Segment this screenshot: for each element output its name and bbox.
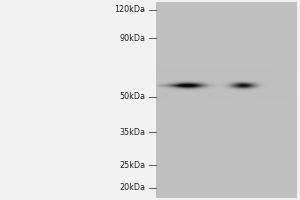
Text: 120kDa: 120kDa <box>115 5 146 14</box>
Text: 35kDa: 35kDa <box>119 128 146 137</box>
FancyBboxPatch shape <box>156 2 297 198</box>
Text: 50kDa: 50kDa <box>119 92 146 101</box>
Text: 20kDa: 20kDa <box>119 183 146 192</box>
Text: 25kDa: 25kDa <box>119 161 146 170</box>
Text: 90kDa: 90kDa <box>119 34 146 43</box>
